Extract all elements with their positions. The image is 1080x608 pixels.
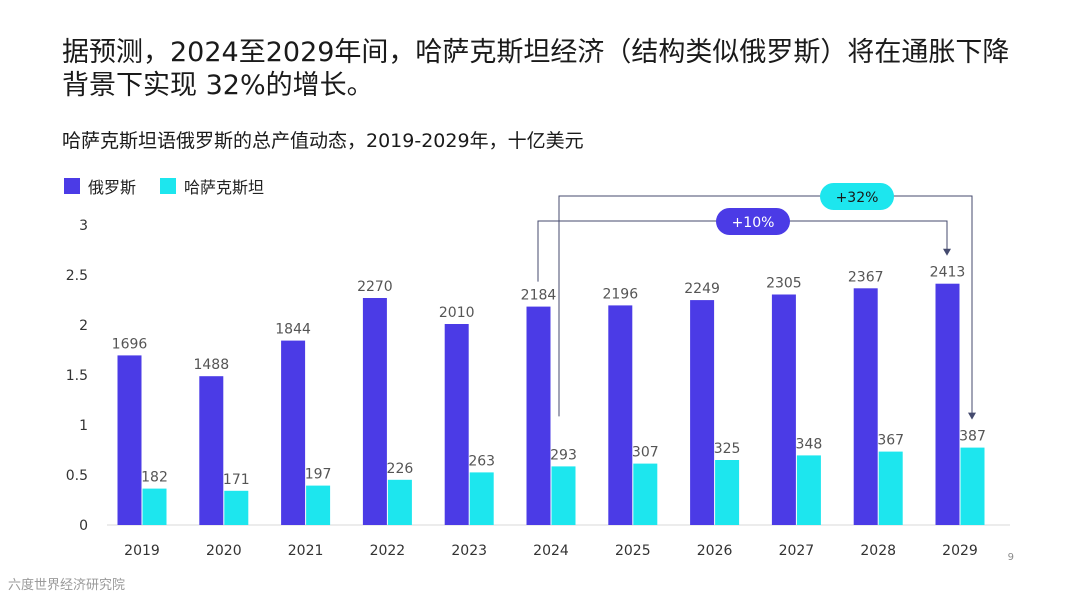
bar-kazakhstan bbox=[142, 488, 167, 525]
data-label-russia: 2305 bbox=[766, 276, 802, 292]
bar-kazakhstan bbox=[633, 463, 658, 525]
data-label-kazakhstan: 348 bbox=[796, 436, 823, 452]
bar-kazakhstan bbox=[960, 447, 985, 525]
y-tick-label: 2.5 bbox=[66, 268, 88, 284]
bar-kazakhstan bbox=[715, 460, 740, 525]
y-tick-label: 0 bbox=[79, 518, 88, 534]
data-label-kazakhstan: 293 bbox=[550, 447, 577, 463]
data-label-russia: 2249 bbox=[684, 281, 720, 297]
legend-swatch-kazakhstan bbox=[160, 178, 177, 194]
data-label-russia: 2010 bbox=[439, 305, 475, 321]
growth-label-russia: +10% bbox=[732, 215, 775, 231]
bar-russia bbox=[771, 294, 796, 525]
data-label-russia: 1844 bbox=[275, 322, 311, 338]
x-tick-label: 2029 bbox=[942, 543, 978, 559]
bar-russia bbox=[690, 300, 715, 525]
x-tick-label: 2020 bbox=[206, 543, 242, 559]
bar-kazakhstan bbox=[224, 490, 249, 525]
legend-label-kazakhstan: 哈萨克斯坦 bbox=[184, 178, 265, 197]
bar-kazakhstan bbox=[469, 472, 494, 525]
chart-legend: 俄罗斯 哈萨克斯坦 bbox=[64, 174, 288, 198]
growth-arrowhead-russia bbox=[943, 248, 951, 256]
x-tick-label: 2027 bbox=[779, 543, 815, 559]
data-label-russia: 2270 bbox=[357, 279, 393, 295]
legend-label-russia: 俄罗斯 bbox=[88, 178, 137, 197]
y-tick-label: 1 bbox=[79, 418, 88, 434]
growth-bracket-kazakhstan bbox=[558, 195, 973, 418]
bar-kazakhstan bbox=[551, 466, 576, 525]
y-tick-label: 0.5 bbox=[66, 468, 88, 484]
data-label-russia: 1696 bbox=[112, 336, 148, 352]
bar-russia bbox=[199, 376, 224, 525]
data-label-kazakhstan: 182 bbox=[141, 470, 168, 486]
x-tick-label: 2022 bbox=[370, 543, 406, 559]
bar-russia bbox=[935, 283, 960, 525]
bar-russia bbox=[608, 305, 633, 525]
bar-russia bbox=[117, 355, 142, 525]
bar-russia bbox=[853, 288, 878, 525]
data-label-kazakhstan: 171 bbox=[223, 472, 250, 488]
page-number: 9 bbox=[1007, 552, 1014, 563]
growth-arrowhead-kazakhstan bbox=[968, 412, 976, 420]
data-label-russia: 2413 bbox=[930, 265, 966, 281]
growth-pill-russia bbox=[716, 208, 790, 235]
legend-item-kazakhstan: 哈萨克斯坦 bbox=[160, 174, 264, 198]
data-label-russia: 1488 bbox=[193, 357, 229, 373]
x-tick-label: 2024 bbox=[533, 543, 569, 559]
growth-label-kazakhstan: +32% bbox=[836, 190, 879, 206]
bar-kazakhstan bbox=[796, 455, 821, 525]
data-label-kazakhstan: 325 bbox=[714, 441, 741, 457]
y-tick-label: 1.5 bbox=[66, 368, 88, 384]
chart-title: 哈萨克斯坦语俄罗斯的总产值动态，2019-2029年，十亿美元 bbox=[62, 130, 584, 152]
bar-russia bbox=[362, 298, 387, 525]
page-title: 据预测，2024至2029年间，哈萨克斯坦经济（结构类似俄罗斯）将在通胀下降背景… bbox=[62, 37, 1010, 101]
data-label-kazakhstan: 367 bbox=[877, 433, 904, 449]
growth-pill-kazakhstan bbox=[820, 183, 894, 210]
data-label-kazakhstan: 263 bbox=[468, 453, 495, 469]
legend-swatch-russia bbox=[64, 178, 80, 194]
y-tick-label: 2 bbox=[79, 318, 88, 334]
bar-russia bbox=[281, 340, 306, 525]
y-tick-label: 3 bbox=[79, 218, 88, 234]
legend-item-russia: 俄罗斯 bbox=[64, 174, 136, 198]
bar-kazakhstan bbox=[387, 479, 412, 525]
data-label-kazakhstan: 387 bbox=[959, 429, 986, 445]
watermark-text: 六度世界经济研究院 bbox=[8, 578, 126, 593]
x-tick-label: 2021 bbox=[288, 543, 324, 559]
bar-kazakhstan bbox=[306, 485, 331, 525]
bar-kazakhstan bbox=[878, 451, 903, 525]
x-tick-label: 2026 bbox=[697, 543, 733, 559]
x-tick-label: 2023 bbox=[451, 543, 487, 559]
data-label-kazakhstan: 307 bbox=[632, 445, 659, 461]
data-label-russia: 2196 bbox=[602, 286, 638, 302]
data-label-russia: 2184 bbox=[521, 288, 557, 304]
x-tick-label: 2025 bbox=[615, 543, 651, 559]
bar-russia bbox=[526, 306, 551, 525]
data-label-kazakhstan: 197 bbox=[305, 467, 332, 483]
data-label-kazakhstan: 226 bbox=[387, 461, 414, 477]
data-label-russia: 2367 bbox=[848, 269, 884, 285]
x-tick-label: 2028 bbox=[860, 543, 896, 559]
x-tick-label: 2019 bbox=[124, 543, 160, 559]
bar-russia bbox=[444, 324, 469, 525]
